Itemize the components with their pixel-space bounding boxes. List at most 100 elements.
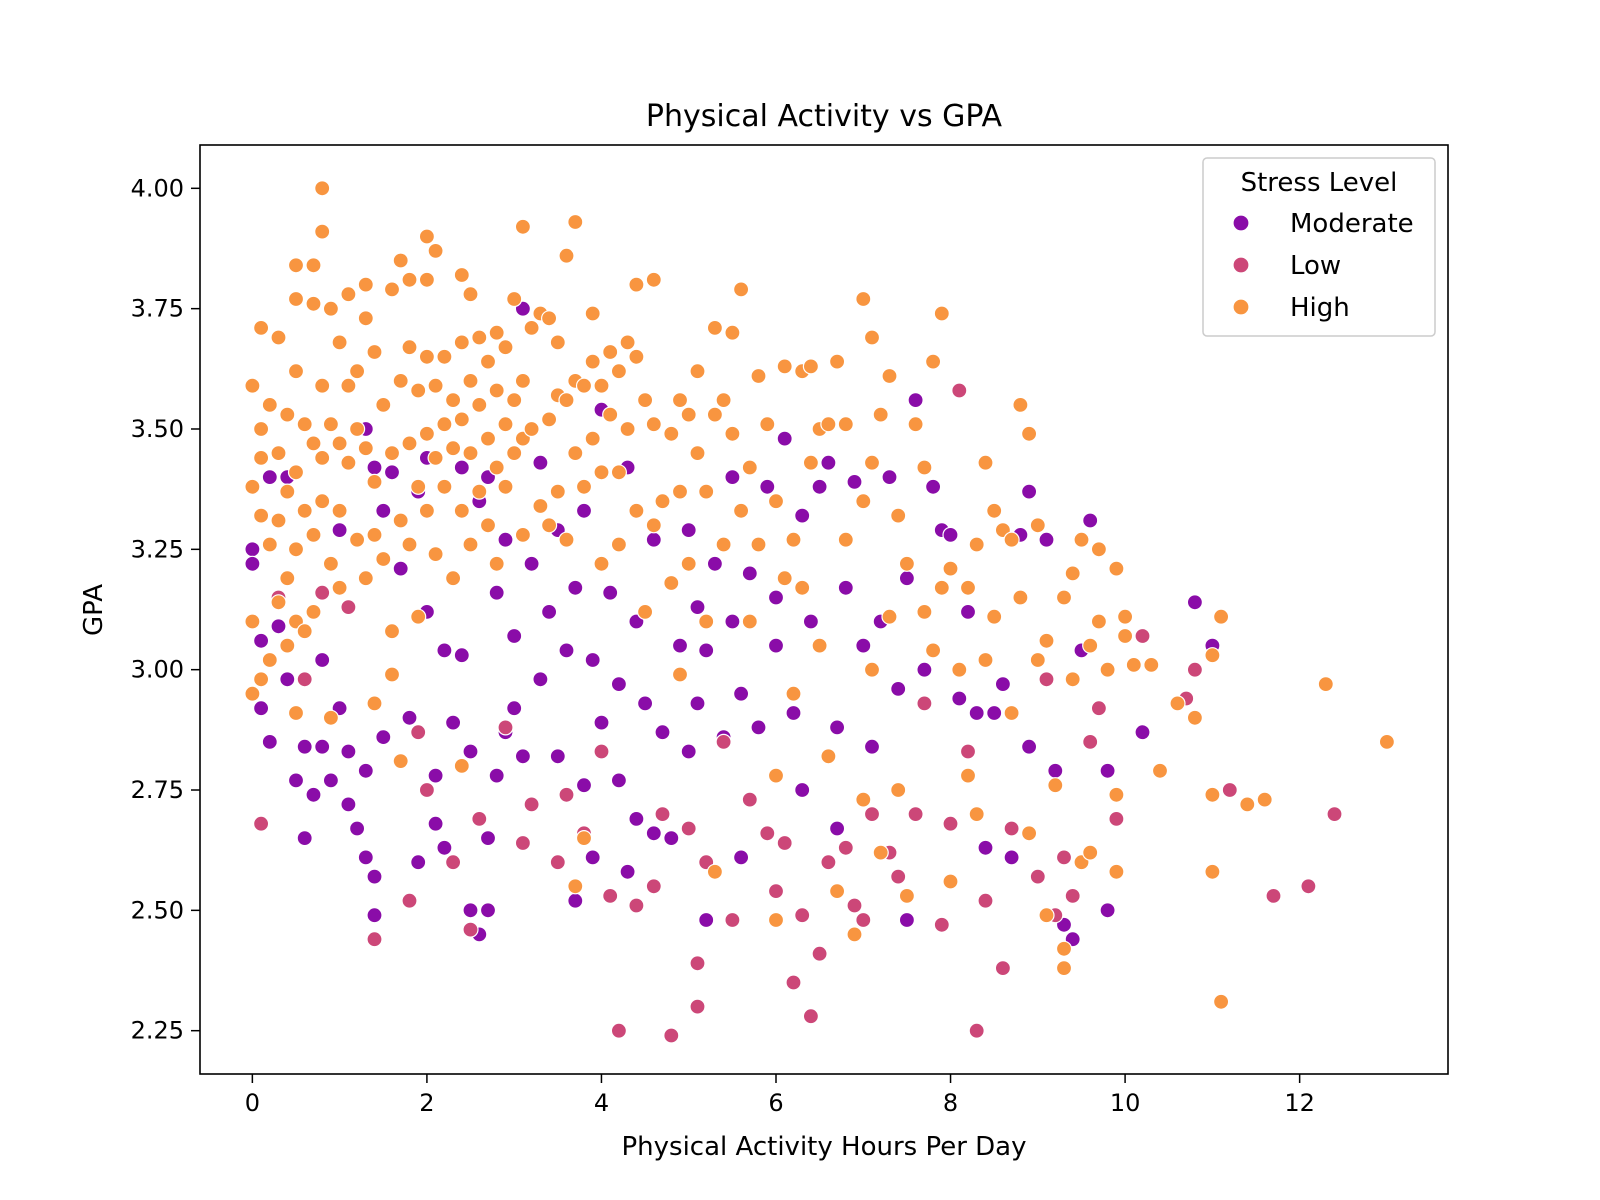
- point-moderate-114: [846, 473, 863, 490]
- legend-items: Moderate Low High: [1232, 209, 1414, 323]
- point-high-41: [322, 416, 339, 433]
- point-moderate-92: [698, 642, 715, 659]
- point-high-278: [1204, 863, 1221, 880]
- x-axis: 0 2 4 6 8 10 12: [245, 1074, 1315, 1117]
- point-high-194: [776, 570, 793, 587]
- x-tick-label: 8: [943, 1089, 958, 1117]
- point-high-75: [401, 536, 418, 553]
- point-high-60: [366, 526, 383, 544]
- point-low-24: [663, 1027, 680, 1044]
- point-moderate-99: [741, 565, 758, 582]
- point-low-38: [811, 945, 828, 962]
- point-high-5: [253, 420, 270, 438]
- point-high-128: [540, 411, 558, 428]
- point-moderate-29: [383, 464, 401, 481]
- point-moderate-69: [584, 849, 601, 866]
- point-high-251: [1038, 632, 1055, 649]
- point-moderate-107: [794, 781, 811, 799]
- point-high-196: [785, 685, 802, 702]
- point-high-23: [287, 464, 305, 481]
- point-high-67: [383, 666, 401, 683]
- point-high-92: [445, 440, 462, 457]
- point-moderate-130: [977, 839, 994, 856]
- point-high-174: [698, 483, 715, 500]
- point-high-90: [436, 478, 453, 495]
- point-moderate-0: [244, 541, 261, 558]
- point-high-105: [471, 483, 488, 500]
- point-high-282: [1256, 791, 1273, 808]
- point-high-160: [636, 603, 654, 621]
- point-high-24: [287, 541, 305, 558]
- point-low-45: [890, 868, 907, 885]
- point-low-50: [951, 382, 968, 399]
- legend-label-high: High: [1290, 293, 1350, 323]
- point-moderate-6: [270, 618, 287, 635]
- point-low-10: [462, 921, 479, 938]
- point-moderate-126: [942, 526, 959, 544]
- point-high-187: [750, 367, 767, 385]
- point-high-38: [314, 449, 331, 466]
- point-high-203: [820, 416, 837, 433]
- point-moderate-12: [305, 786, 322, 803]
- y-axis-label: GPA: [79, 584, 109, 636]
- point-moderate-18: [340, 743, 357, 760]
- point-high-267: [1108, 786, 1125, 803]
- point-moderate-81: [645, 825, 662, 842]
- point-high-9: [261, 536, 278, 553]
- y-tick-label: 3.00: [131, 656, 184, 684]
- point-moderate-91: [698, 911, 715, 929]
- point-high-228: [924, 642, 942, 659]
- legend-box: [1202, 157, 1436, 337]
- point-high-243: [1003, 531, 1020, 548]
- point-high-200: [802, 454, 820, 471]
- point-high-76: [410, 382, 427, 399]
- point-high-220: [890, 507, 907, 524]
- point-high-217: [872, 844, 889, 861]
- point-moderate-10: [296, 829, 313, 847]
- point-moderate-109: [811, 478, 828, 495]
- y-tick-label: 4.00: [131, 174, 184, 202]
- point-high-230: [933, 579, 950, 596]
- point-high-119: [514, 218, 532, 235]
- point-high-79: [418, 228, 435, 245]
- point-high-252: [1038, 907, 1055, 924]
- point-high-248: [1020, 825, 1038, 842]
- point-high-180: [715, 536, 732, 553]
- point-high-204: [820, 748, 837, 765]
- point-high-198: [794, 579, 811, 596]
- point-moderate-146: [1186, 594, 1204, 611]
- point-moderate-100: [750, 719, 767, 736]
- point-moderate-48: [479, 829, 497, 847]
- point-high-26: [287, 704, 305, 722]
- point-moderate-103: [767, 589, 785, 606]
- point-moderate-2: [253, 632, 270, 649]
- point-low-39: [820, 854, 837, 871]
- point-moderate-30: [392, 560, 409, 577]
- point-high-37: [314, 377, 331, 394]
- point-high-144: [584, 353, 601, 370]
- point-high-115: [497, 478, 514, 495]
- point-high-114: [497, 416, 514, 433]
- point-high-279: [1212, 608, 1230, 625]
- point-high-177: [706, 406, 724, 423]
- point-moderate-79: [628, 810, 645, 828]
- point-high-96: [453, 411, 470, 428]
- y-axis: 2.25 2.50 2.75 3.00 3.25 3.50 3.75 4.00: [131, 174, 200, 1045]
- y-tick-label: 3.50: [131, 415, 184, 443]
- point-high-188: [750, 536, 767, 553]
- point-high-109: [488, 324, 505, 341]
- point-high-13: [270, 445, 287, 462]
- point-low-49: [942, 815, 959, 832]
- point-high-61: [366, 695, 383, 712]
- point-high-265: [1099, 661, 1116, 678]
- point-low-68: [1221, 781, 1238, 799]
- point-high-34: [305, 603, 322, 621]
- point-low-31: [741, 791, 758, 808]
- point-high-263: [1090, 541, 1108, 558]
- point-moderate-129: [968, 704, 985, 722]
- point-moderate-83: [654, 724, 671, 741]
- point-high-56: [357, 440, 374, 457]
- point-high-70: [392, 512, 409, 529]
- point-high-141: [575, 478, 593, 495]
- point-high-182: [724, 425, 741, 442]
